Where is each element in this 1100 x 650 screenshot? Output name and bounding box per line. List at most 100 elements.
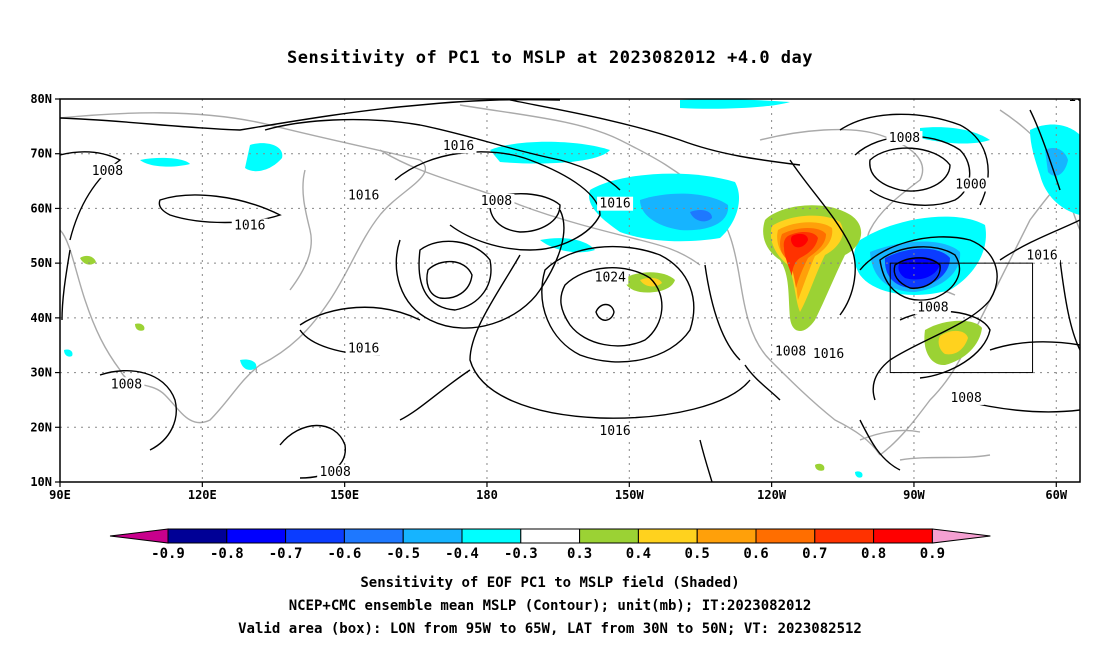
caption-line-1: Sensitivity of EOF PC1 to MSLP field (Sh… [360, 575, 740, 591]
shade-positive-rockies-peak [790, 233, 808, 248]
colorbar-box [579, 528, 639, 544]
shade-positive-india [80, 255, 96, 265]
colorbar-tick-label: -0.3 [504, 546, 538, 562]
contour-1028-high [595, 303, 615, 321]
colorbar-box [226, 528, 287, 544]
contour-label: 1008 [950, 391, 981, 406]
colorbar-box [873, 528, 933, 544]
contour-1008-west-lower [61, 249, 71, 321]
contour-1016-arctic [60, 99, 561, 131]
contour-1016-south [399, 369, 471, 421]
colorbar-tick-label: 0.7 [802, 546, 827, 562]
longitude-ticks: 90E 120E 150E 180 150W 120W 90W 60W [49, 482, 1068, 502]
colorbar-tick-label: -0.7 [269, 546, 303, 562]
shade-negative-siberia [245, 143, 283, 172]
shade-positive-indochina [135, 323, 145, 331]
contour-1016-subtropical [469, 254, 751, 419]
colorbar-tick-label: 0.3 [567, 546, 592, 562]
contour-1016-atlantic-south [989, 341, 1080, 351]
contour-label: 1024 [595, 271, 626, 286]
lon-tick-label: 90W [903, 488, 925, 502]
colorbar-tick-label: -0.5 [386, 546, 420, 562]
contour-label: 1008 [320, 465, 351, 480]
contour-label-bg [317, 464, 354, 479]
colorbar-labels: -0.9 -0.8 -0.7 -0.6 -0.5 -0.4 -0.3 0.3 0.4 0.5 0.6… [151, 546, 945, 562]
contour-label-bg [108, 377, 145, 392]
contour-1016-canada [789, 159, 856, 316]
contour-1016-japan [299, 306, 421, 326]
colorbar-box [343, 528, 404, 544]
colorbar-box [696, 528, 757, 544]
contour-label-bg [345, 188, 382, 203]
lat-tick-label: 70N [30, 147, 52, 161]
contour-1000-canada-low [869, 147, 951, 192]
colorbar-box [755, 528, 816, 544]
colorbar-tick-label: 0.6 [743, 546, 768, 562]
contour-1008-west [60, 151, 122, 241]
colorbar-boxes [167, 528, 933, 544]
contour-label: 1016 [443, 139, 474, 154]
colorbar-tick-label: -0.8 [210, 546, 244, 562]
shade-negative-greenland-core [1045, 148, 1068, 176]
contour-1012-east-low [879, 246, 961, 301]
contour-label-bg [89, 163, 126, 178]
contour-label-bg [231, 218, 268, 233]
lon-tick-label: 90E [49, 488, 71, 502]
colorbar-box [167, 528, 228, 544]
lat-tick-label: 20N [30, 420, 52, 434]
contour-1008-canada-low [839, 113, 989, 206]
lon-tick-label: 60W [1045, 488, 1067, 502]
lon-tick-label: 150W [615, 488, 645, 502]
contour-1016-pacific-equator [699, 439, 713, 482]
contour-label: 1016 [1026, 249, 1057, 264]
contour-label-bg [478, 193, 515, 208]
colorbar-tick-label: -0.6 [328, 546, 362, 562]
contour-label-bg [772, 344, 809, 359]
contour-1016-east [859, 236, 998, 401]
contour-label: 1016 [599, 424, 630, 439]
coastline-aleutians [379, 149, 701, 266]
contour-1016-atlantic [999, 219, 1080, 261]
coastline-north-america-east [879, 169, 1076, 456]
coastline-cuba [899, 454, 991, 461]
contour-label-bg [1024, 248, 1061, 263]
shade-negative-taiwan [240, 359, 257, 370]
lat-tick-label: 80N [30, 92, 52, 106]
lat-tick-label: 40N [30, 311, 52, 325]
shade-negative-siberia-west [140, 157, 190, 167]
contour-label: 1008 [481, 194, 512, 209]
map-frame [59, 98, 1081, 483]
coastline-asia [60, 112, 427, 424]
contour-1008-west-coast [704, 264, 741, 361]
shade-negative-bay-bengal [64, 349, 73, 357]
contour-1016-north [264, 118, 621, 191]
contour-label: 1016 [348, 342, 379, 357]
shade-negative-north-pacific [540, 238, 595, 253]
contour-label-bg [592, 270, 629, 285]
coastlines [60, 104, 1080, 461]
sensitivity-shading [64, 99, 1080, 478]
contour-1016-alaska [509, 99, 801, 166]
colorbar-tick-label: 0.5 [685, 546, 710, 562]
contour-1024-outer [541, 245, 695, 363]
contour-labels: 1008 1016 1016 1016 1008 1016 1024 1016 1008 1016… [89, 99, 1080, 480]
colorbar-box [461, 528, 522, 544]
colorbar: -0.9 -0.8 -0.7 -0.6 -0.5 -0.4 -0.3 0.3 0.4 0.5 0.6… [109, 528, 991, 562]
lat-tick-label: 50N [30, 256, 52, 270]
colorbar-tick-label: 0.8 [861, 546, 886, 562]
colorbar-left-arrow [109, 528, 169, 544]
contour-label-bg [1066, 99, 1080, 104]
valid-area-box [889, 262, 1034, 374]
colorbar-box [814, 528, 875, 544]
lat-tick-label: 30N [30, 366, 52, 380]
shade-negative-bering [490, 141, 610, 164]
lon-tick-label: 120E [188, 488, 217, 502]
contour-label-bg [810, 347, 847, 362]
shade-negative-caribbean [855, 471, 863, 478]
contour-label-bg [440, 139, 477, 154]
shade-positive-pacific-core [640, 277, 662, 287]
colorbar-box [402, 528, 463, 544]
lon-tick-label: 180 [476, 488, 498, 502]
contour-1016-east-edge [1059, 259, 1080, 351]
